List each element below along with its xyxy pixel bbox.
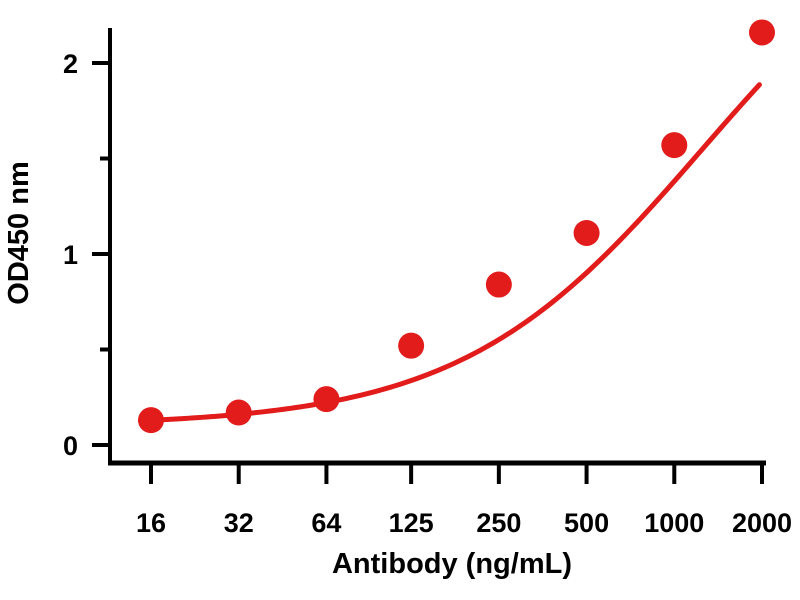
x-tick-label: 125 — [389, 508, 434, 538]
x-tick-label: 1000 — [644, 508, 704, 538]
data-point — [225, 399, 252, 426]
data-point — [485, 271, 512, 298]
axis-ticks-layer — [92, 61, 764, 484]
data-point — [138, 407, 164, 434]
x-axis-title: Antibody (ng/mL) — [332, 548, 572, 580]
data-points-layer — [138, 19, 775, 434]
y-tick-label: 0 — [63, 431, 78, 461]
x-tick-label: 64 — [311, 508, 341, 538]
data-point — [398, 332, 425, 359]
data-point — [313, 386, 340, 413]
y-tick-label: 2 — [63, 49, 78, 79]
x-tick-label: 16 — [136, 508, 166, 538]
y-axis-title: OD450 nm — [3, 161, 35, 304]
data-point — [661, 132, 688, 159]
x-tick-label: 250 — [476, 508, 521, 538]
y-tick-label: 1 — [63, 240, 78, 270]
x-tick-label: 500 — [564, 508, 609, 538]
data-point — [573, 219, 600, 246]
x-tick-label: 32 — [224, 508, 254, 538]
data-point — [749, 19, 775, 46]
tick-labels-layer: 16 32 64 125 250 500 1000 2000 0 1 2 — [63, 49, 792, 538]
x-tick-label: 2000 — [732, 508, 792, 538]
